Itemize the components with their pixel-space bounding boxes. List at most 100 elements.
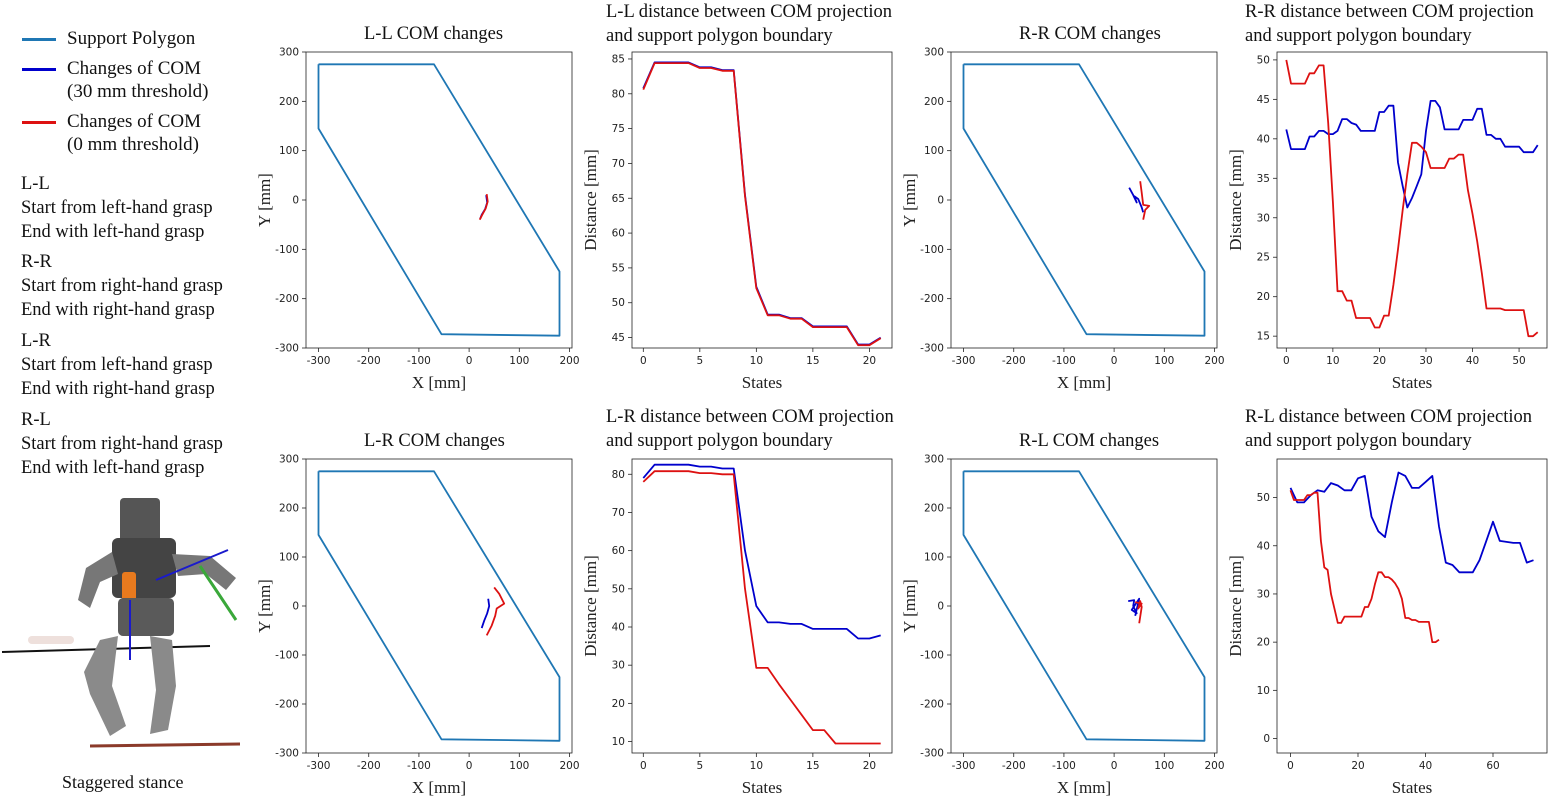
plot-frame: [631, 458, 893, 754]
desc-line: End with left-hand grasp: [21, 458, 205, 478]
chart-title-line: L-L distance between COM projection: [606, 2, 892, 22]
y-tick-label: 200: [279, 503, 299, 515]
x-axis-label: States: [742, 778, 783, 797]
x-tick-label: 0: [1111, 355, 1118, 367]
desc-tag: L-L: [21, 174, 50, 194]
desc-line: End with left-hand grasp: [21, 222, 205, 242]
x-tick-label: 200: [1204, 355, 1224, 367]
x-tick-label: -100: [407, 355, 431, 367]
y-tick-label: 60: [612, 228, 625, 240]
robot-caption: Staggered stance: [62, 772, 184, 792]
legend-swatch-com-0mm: [22, 121, 56, 124]
y-tick-label: 20: [1257, 637, 1270, 649]
y-tick-label: 15: [1257, 331, 1270, 343]
x-tick-label: -200: [357, 355, 381, 367]
robot-axis-green: [198, 565, 238, 621]
y-axis-label: Y [mm]: [255, 173, 274, 227]
legend-label-line: (30 mm threshold): [67, 81, 209, 102]
y-tick-label: -100: [275, 244, 299, 256]
y-axis-label: Distance [mm]: [581, 555, 600, 657]
series-line-com-0-mm: [1289, 490, 1440, 644]
robot-ghost-arm: [28, 636, 74, 644]
y-tick-label: 45: [1257, 94, 1270, 106]
y-tick-label: 0: [1263, 733, 1270, 745]
plot-frame: [950, 458, 1218, 754]
x-tick-label: 40: [1466, 355, 1479, 367]
x-tick-label: 20: [1373, 355, 1386, 367]
plot-frame: [950, 51, 1218, 349]
desc-tag: R-R: [21, 252, 52, 272]
robot-left-arm: [78, 552, 118, 608]
legend-label-line: Changes of COM: [67, 111, 202, 132]
chart-ll-com: -300 -200 -100 0 100 200 -300 -200 -100 0 100 200 30…: [255, 47, 580, 393]
chart-title-line: R-L distance between COM projection: [1245, 407, 1533, 427]
y-tick-label: -200: [275, 699, 299, 711]
x-tick-label: 0: [1287, 760, 1294, 772]
desc-line: Start from right-hand grasp: [21, 434, 223, 454]
y-tick-label: 50: [1257, 54, 1270, 66]
y-tick-label: 100: [279, 552, 299, 564]
desc-line: End with right-hand grasp: [21, 379, 215, 399]
y-tick-label: -300: [920, 343, 944, 355]
desc-tag: R-L: [21, 410, 51, 430]
x-tick-label: 0: [1283, 355, 1290, 367]
desc-lr: L-R Start from left-hand grasp End with …: [21, 329, 215, 401]
chart-title-line: and support polygon boundary: [606, 431, 833, 451]
series-line-com-30-mm: [1128, 187, 1145, 213]
x-tick-label: 20: [863, 355, 876, 367]
series-line-com-0-mm: [642, 62, 882, 347]
x-tick-label: 100: [1154, 355, 1174, 367]
y-tick-label: 200: [279, 96, 299, 108]
chart-rl-com: -300 -200 -100 0 100 200 -300 -200 -100 0 100 200 30…: [900, 454, 1225, 798]
chart-title-rr-dist: R-R distance between COM projection and …: [1245, 0, 1534, 48]
legend-label-line: Support Polygon: [67, 28, 196, 49]
y-tick-label: 45: [612, 332, 625, 344]
chart-title-lr-dist: L-R distance between COM projection and …: [606, 405, 894, 453]
series-line-com-0-mm: [485, 586, 506, 636]
series-line-support-polygon: [317, 63, 561, 337]
x-tick-label: -300: [952, 760, 976, 772]
chart-title-line: and support polygon boundary: [606, 26, 833, 46]
y-tick-label: 10: [612, 736, 625, 748]
chart-rr-com: -300 -200 -100 0 100 200 -300 -200 -100 0 100 200 30…: [900, 47, 1225, 393]
y-tick-label: 50: [612, 297, 625, 309]
y-tick-label: 80: [612, 469, 625, 481]
y-axis-label: Distance [mm]: [581, 149, 600, 251]
x-axis-label: X [mm]: [1057, 778, 1111, 797]
desc-line: Start from right-hand grasp: [21, 276, 223, 296]
chart-title-line: R-R distance between COM projection: [1245, 2, 1534, 22]
y-tick-label: 30: [612, 660, 625, 672]
chart-title-rr-com: R-R COM changes: [1019, 24, 1161, 44]
series-line-support-polygon: [962, 63, 1206, 337]
y-tick-label: 20: [1257, 291, 1270, 303]
series-line-support-polygon: [317, 470, 561, 742]
chart-title-line: and support polygon boundary: [1245, 26, 1472, 46]
y-tick-label: 70: [612, 158, 625, 170]
plot-frame: [1276, 51, 1548, 349]
y-tick-label: 60: [612, 545, 625, 557]
x-tick-label: 100: [509, 760, 529, 772]
robot-left-leg: [84, 636, 126, 736]
y-tick-label: 25: [1257, 252, 1270, 264]
plot-frame: [631, 51, 893, 349]
y-tick-label: 0: [937, 601, 944, 613]
x-tick-label: 15: [806, 760, 819, 772]
legend-label: Support Polygon: [67, 27, 195, 50]
x-tick-label: -100: [1052, 760, 1076, 772]
y-tick-label: -100: [920, 650, 944, 662]
chart-ll-dist: 0 5 10 15 20 45 50 55 60 65 70 75 80 85 States Distance…: [581, 51, 893, 392]
x-tick-label: 5: [696, 760, 703, 772]
x-tick-label: 20: [863, 760, 876, 772]
y-tick-label: -100: [920, 244, 944, 256]
x-tick-label: 60: [1486, 760, 1499, 772]
x-axis-label: States: [742, 373, 783, 392]
x-tick-label: -200: [1002, 355, 1026, 367]
x-tick-label: -300: [952, 355, 976, 367]
x-tick-label: 50: [1512, 355, 1525, 367]
desc-rl: R-L Start from right-hand grasp End with…: [21, 408, 223, 480]
plot-frame: [1276, 458, 1548, 754]
series-line-com-0-mm: [1134, 600, 1143, 624]
y-tick-label: 30: [1257, 588, 1270, 600]
plot-frame: [305, 458, 573, 754]
legend-support-polygon: Support Polygon: [22, 27, 195, 50]
